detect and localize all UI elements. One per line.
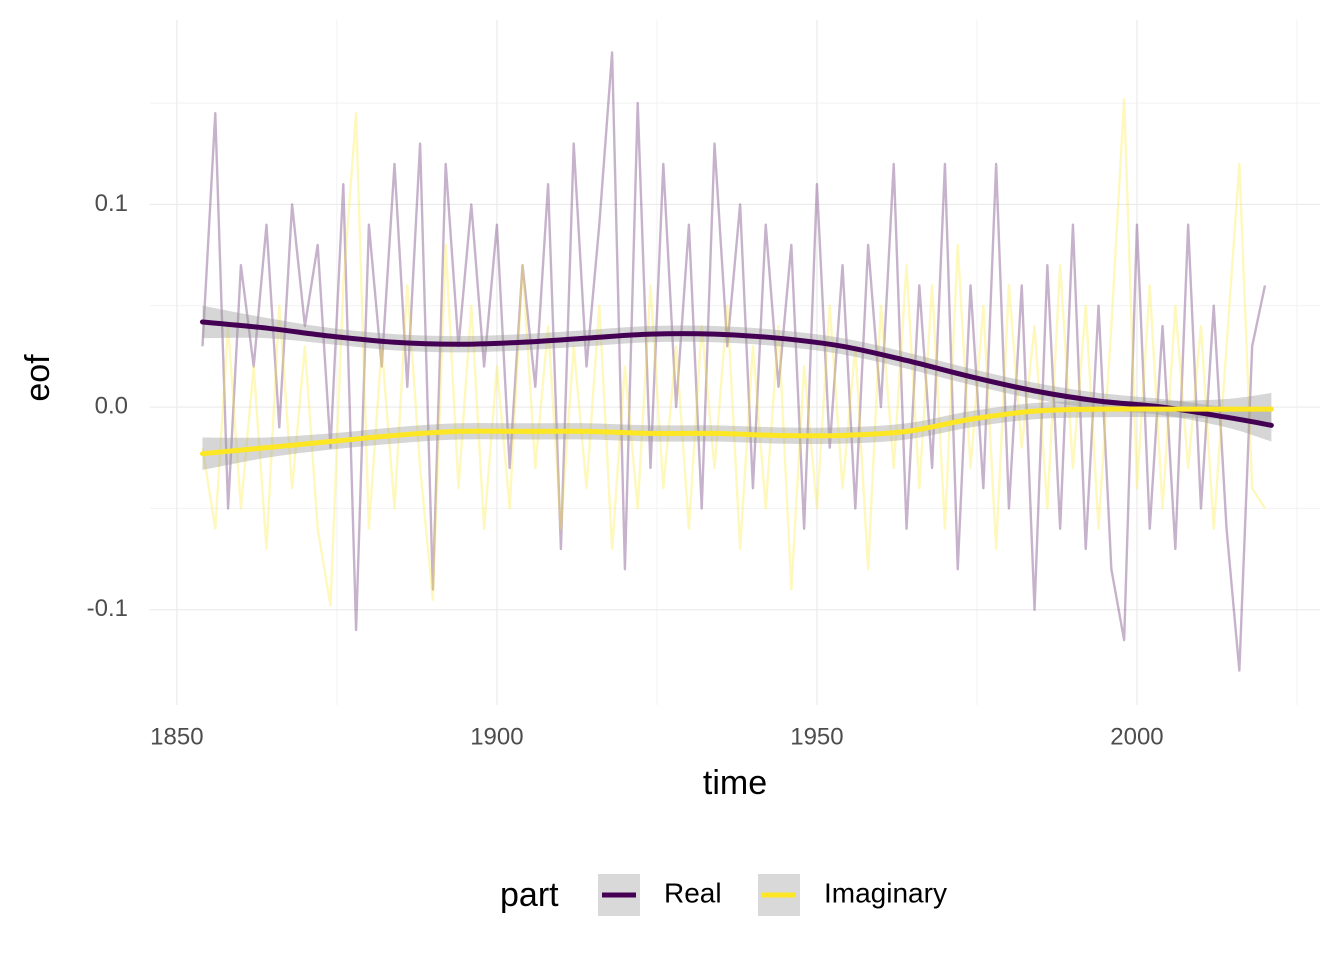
x-tick-label: 1950 <box>790 723 843 750</box>
x-tick-label: 1900 <box>470 723 523 750</box>
legend: part Real Imaginary <box>500 874 947 916</box>
raw-line <box>201 97 1266 607</box>
x-axis-title: time <box>703 764 767 802</box>
legend-label: Imaginary <box>824 877 947 908</box>
smooth-line <box>199 406 1274 457</box>
plot-area <box>199 51 1274 672</box>
x-tick-label: 2000 <box>1110 723 1163 750</box>
y-tick-label: 0.1 <box>95 190 128 217</box>
y-axis-title: eof <box>19 354 57 402</box>
y-tick-label: 0.0 <box>95 392 128 419</box>
legend-title: part <box>500 876 559 914</box>
y-tick-label: -0.1 <box>87 595 128 622</box>
legend-label: Real <box>664 877 722 908</box>
smooth-line <box>199 319 1274 428</box>
confidence-band <box>202 305 1272 442</box>
x-tick-label: 1850 <box>150 723 203 750</box>
raw-line <box>201 51 1267 672</box>
